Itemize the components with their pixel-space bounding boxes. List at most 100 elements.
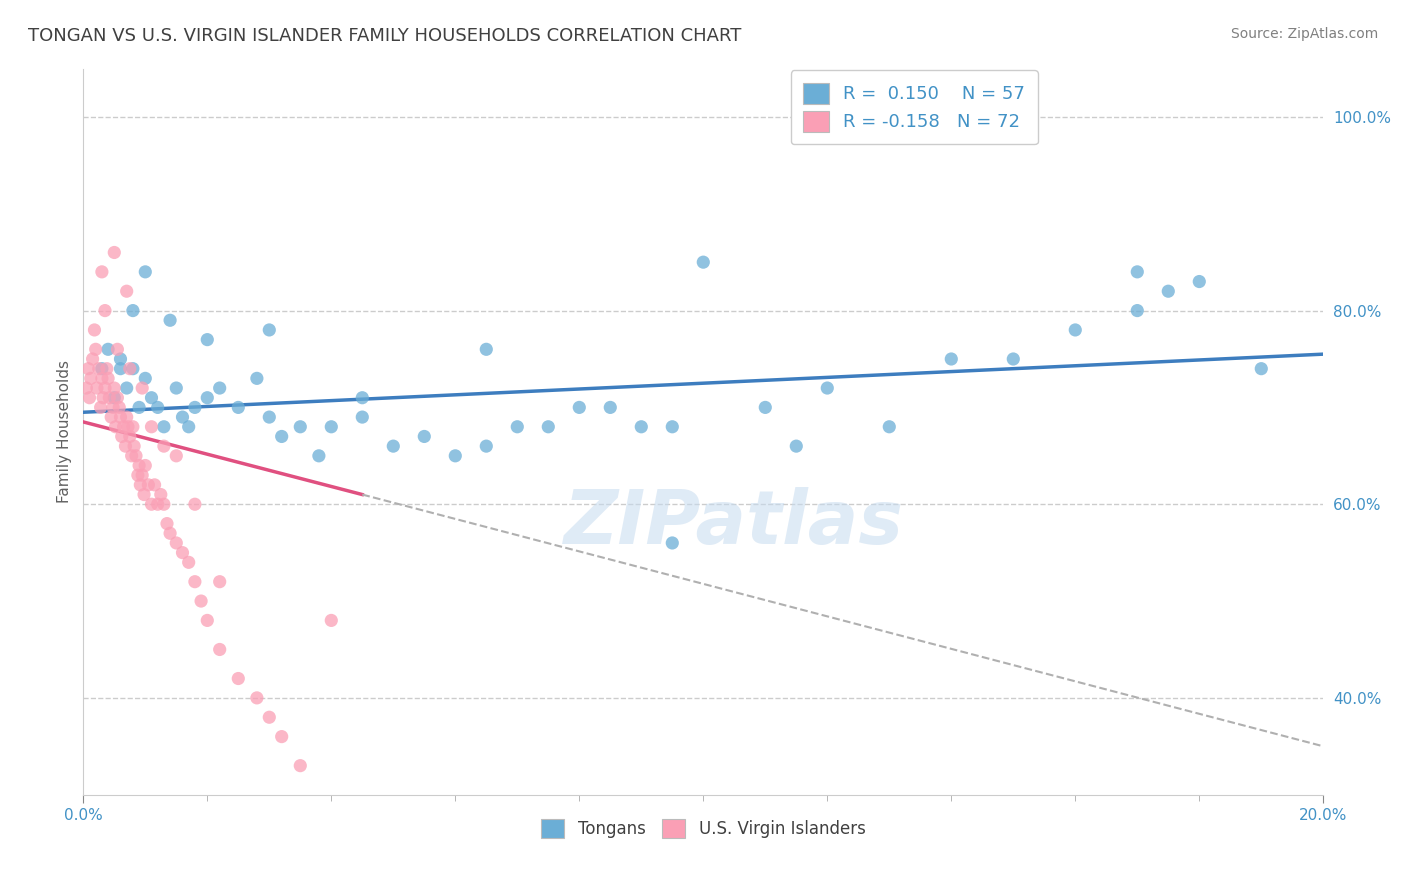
Point — [352, 391, 374, 405]
Point — [475, 439, 498, 453]
Point — [127, 468, 149, 483]
Point — [115, 410, 138, 425]
Point — [117, 419, 139, 434]
Point — [138, 478, 160, 492]
Point — [877, 419, 900, 434]
Point — [134, 265, 156, 279]
Point — [149, 487, 172, 501]
Text: Source: ZipAtlas.com: Source: ZipAtlas.com — [1230, 27, 1378, 41]
Point — [118, 429, 141, 443]
Point — [1064, 323, 1087, 337]
Point — [785, 439, 807, 453]
Point — [165, 381, 187, 395]
Point — [105, 391, 128, 405]
Point — [121, 449, 143, 463]
Point — [90, 361, 112, 376]
Point — [290, 419, 312, 434]
Point — [100, 410, 122, 425]
Point — [226, 672, 249, 686]
Point — [165, 449, 187, 463]
Point — [98, 391, 121, 405]
Point — [506, 419, 529, 434]
Point — [290, 758, 312, 772]
Point — [177, 555, 200, 569]
Point — [941, 351, 963, 366]
Point — [115, 284, 138, 298]
Point — [1188, 275, 1211, 289]
Point — [815, 381, 838, 395]
Point — [91, 391, 114, 405]
Point — [321, 419, 343, 434]
Point — [111, 429, 134, 443]
Point — [122, 303, 145, 318]
Point — [308, 449, 330, 463]
Point — [1250, 361, 1272, 376]
Point — [105, 343, 128, 357]
Point — [143, 478, 166, 492]
Point — [125, 449, 148, 463]
Point — [630, 419, 652, 434]
Point — [444, 449, 467, 463]
Point — [110, 410, 132, 425]
Point — [77, 361, 100, 376]
Point — [661, 419, 683, 434]
Point — [475, 343, 498, 357]
Point — [82, 351, 104, 366]
Point — [195, 614, 218, 628]
Point — [568, 401, 591, 415]
Point — [141, 391, 163, 405]
Point — [131, 468, 153, 483]
Point — [208, 574, 231, 589]
Point — [184, 497, 207, 511]
Point — [195, 333, 218, 347]
Point — [537, 419, 560, 434]
Point — [195, 391, 218, 405]
Point — [1126, 303, 1149, 318]
Y-axis label: Family Households: Family Households — [58, 360, 72, 503]
Point — [184, 574, 207, 589]
Point — [112, 419, 135, 434]
Point — [153, 419, 176, 434]
Point — [159, 526, 181, 541]
Point — [177, 419, 200, 434]
Point — [599, 401, 621, 415]
Point — [184, 401, 207, 415]
Point — [80, 371, 103, 385]
Point — [90, 265, 112, 279]
Point — [103, 245, 125, 260]
Point — [115, 381, 138, 395]
Point — [110, 351, 132, 366]
Text: ZIPatlas: ZIPatlas — [564, 487, 904, 560]
Point — [321, 614, 343, 628]
Point — [156, 516, 179, 531]
Point — [208, 642, 231, 657]
Point — [131, 381, 153, 395]
Point — [104, 419, 127, 434]
Point — [413, 429, 436, 443]
Point — [754, 401, 776, 415]
Point — [1126, 265, 1149, 279]
Point — [134, 371, 156, 385]
Point — [75, 381, 97, 395]
Point — [159, 313, 181, 327]
Point — [90, 371, 112, 385]
Point — [122, 361, 145, 376]
Point — [83, 323, 105, 337]
Point — [108, 401, 131, 415]
Point — [146, 497, 169, 511]
Point — [259, 323, 281, 337]
Point — [352, 410, 374, 425]
Point — [84, 343, 107, 357]
Point — [101, 401, 124, 415]
Point — [118, 361, 141, 376]
Point — [103, 381, 125, 395]
Point — [259, 710, 281, 724]
Point — [190, 594, 212, 608]
Point — [94, 381, 117, 395]
Point — [661, 536, 683, 550]
Point — [96, 361, 118, 376]
Point — [1157, 284, 1180, 298]
Point — [270, 730, 292, 744]
Point — [1002, 351, 1025, 366]
Point — [97, 371, 120, 385]
